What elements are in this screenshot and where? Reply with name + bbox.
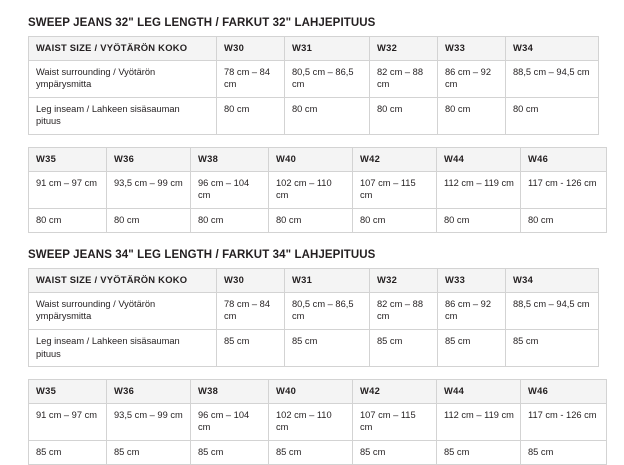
cell-value: 85 cm (28, 439, 107, 465)
column-header-w32: W32 (369, 36, 438, 61)
cell-value: 82 cm – 88 cm (369, 291, 438, 330)
cell-value: 93,5 cm – 99 cm (106, 170, 191, 209)
table-row: Leg inseam / Lahkeen sisäsauman pituus 8… (28, 328, 599, 368)
column-header-w36: W36 (106, 146, 191, 172)
cell-value: 96 cm – 104 cm (190, 402, 269, 441)
cell-value: 85 cm (436, 439, 521, 465)
cell-value: 80 cm (190, 207, 269, 234)
size-table-34-extended: W35 W36 W38 W40 W42 W44 W46 91 cm – 97 c… (28, 379, 607, 465)
column-header-w36: W36 (106, 379, 191, 404)
cell-value: 80 cm (268, 207, 353, 234)
column-header-w42: W42 (352, 379, 437, 404)
column-header-w35: W35 (28, 146, 107, 172)
cell-value: 80 cm (352, 207, 437, 234)
cell-value: 80 cm (106, 207, 191, 234)
cell-value: 96 cm – 104 cm (190, 170, 269, 209)
cell-value: 80,5 cm – 86,5 cm (284, 59, 370, 98)
cell-value: 117 cm - 126 cm (520, 402, 607, 441)
table-header-row: WAIST SIZE / VYÖTÄRÖN KOKO W30 W31 W32 W… (28, 268, 599, 293)
cell-value: 80 cm (216, 96, 285, 135)
table-row: 80 cm 80 cm 80 cm 80 cm 80 cm 80 cm 80 c… (28, 207, 607, 234)
column-header-w33: W33 (437, 36, 506, 61)
cell-value: 80 cm (284, 96, 370, 135)
row-label-leg-inseam: Leg inseam / Lahkeen sisäsauman pituus (28, 328, 217, 368)
table-header-row: WAIST SIZE / VYÖTÄRÖN KOKO W30 W31 W32 W… (28, 36, 599, 61)
cell-value: 85 cm (505, 328, 599, 368)
cell-value: 85 cm (520, 439, 607, 465)
cell-value: 107 cm – 115 cm (352, 170, 437, 209)
column-header-w34: W34 (505, 36, 599, 61)
cell-value: 85 cm (190, 439, 269, 465)
table-header-row: W35 W36 W38 W40 W42 W44 W46 (28, 379, 607, 404)
column-header-w32: W32 (369, 268, 438, 293)
cell-value: 85 cm (216, 328, 285, 368)
cell-value: 80 cm (505, 96, 599, 135)
size-table-32-main: WAIST SIZE / VYÖTÄRÖN KOKO W30 W31 W32 W… (28, 36, 599, 135)
cell-value: 107 cm – 115 cm (352, 402, 437, 441)
cell-value: 80 cm (369, 96, 438, 135)
cell-value: 117 cm - 126 cm (520, 170, 607, 209)
cell-value: 85 cm (106, 439, 191, 465)
cell-value: 86 cm – 92 cm (437, 291, 506, 330)
table-header-row: W35 W36 W38 W40 W42 W44 W46 (28, 146, 607, 172)
spacer (0, 367, 624, 379)
row-label-waist-surrounding: Waist surrounding / Vyötärön ympärysmitt… (28, 59, 217, 98)
cell-value: 112 cm – 119 cm (436, 170, 521, 209)
cell-value: 85 cm (369, 328, 438, 368)
column-header-w40: W40 (268, 146, 353, 172)
column-header-w30: W30 (216, 36, 285, 61)
cell-value: 91 cm – 97 cm (28, 402, 107, 441)
cell-value: 82 cm – 88 cm (369, 59, 438, 98)
row-label-waist-surrounding: Waist surrounding / Vyötärön ympärysmitt… (28, 291, 217, 330)
column-header-w34: W34 (505, 268, 599, 293)
column-header-w46: W46 (520, 379, 607, 404)
cell-value: 80 cm (437, 96, 506, 135)
table-row: Waist surrounding / Vyötärön ympärysmitt… (28, 59, 599, 98)
column-header-waist-size: WAIST SIZE / VYÖTÄRÖN KOKO (28, 36, 217, 61)
column-header-w46: W46 (520, 146, 607, 172)
cell-value: 80 cm (520, 207, 607, 234)
size-table-32-extended: W35 W36 W38 W40 W42 W44 W46 91 cm – 97 c… (28, 146, 607, 234)
cell-value: 78 cm – 84 cm (216, 291, 285, 330)
table-row: 85 cm 85 cm 85 cm 85 cm 85 cm 85 cm 85 c… (28, 439, 607, 465)
row-label-leg-inseam: Leg inseam / Lahkeen sisäsauman pituus (28, 96, 217, 135)
cell-value: 112 cm – 119 cm (436, 402, 521, 441)
column-header-w35: W35 (28, 379, 107, 404)
column-header-waist-size: WAIST SIZE / VYÖTÄRÖN KOKO (28, 268, 217, 293)
cell-value: 80 cm (28, 207, 107, 234)
cell-value: 88,5 cm – 94,5 cm (505, 291, 599, 330)
column-header-w40: W40 (268, 379, 353, 404)
size-table-34-main: WAIST SIZE / VYÖTÄRÖN KOKO W30 W31 W32 W… (28, 268, 599, 368)
cell-value: 86 cm – 92 cm (437, 59, 506, 98)
table-row: Leg inseam / Lahkeen sisäsauman pituus 8… (28, 96, 599, 135)
cell-value: 85 cm (268, 439, 353, 465)
cell-value: 88,5 cm – 94,5 cm (505, 59, 599, 98)
column-header-w31: W31 (284, 268, 370, 293)
cell-value: 102 cm – 110 cm (268, 402, 353, 441)
cell-value: 80,5 cm – 86,5 cm (284, 291, 370, 330)
cell-value: 85 cm (437, 328, 506, 368)
table-row: 91 cm – 97 cm 93,5 cm – 99 cm 96 cm – 10… (28, 402, 607, 441)
column-header-w33: W33 (437, 268, 506, 293)
cell-value: 80 cm (436, 207, 521, 234)
cell-value: 91 cm – 97 cm (28, 170, 107, 209)
column-header-w42: W42 (352, 146, 437, 172)
column-header-w30: W30 (216, 268, 285, 293)
spacer (0, 135, 624, 147)
section-title-32-inch: SWEEP JEANS 32" LEG LENGTH / FARKUT 32" … (28, 17, 376, 29)
table-row: 91 cm – 97 cm 93,5 cm – 99 cm 96 cm – 10… (28, 170, 607, 209)
cell-value: 78 cm – 84 cm (216, 59, 285, 98)
cell-value: 102 cm – 110 cm (268, 170, 353, 209)
table-row: Waist surrounding / Vyötärön ympärysmitt… (28, 291, 599, 330)
column-header-w31: W31 (284, 36, 370, 61)
column-header-w38: W38 (190, 379, 269, 404)
section-title-34-inch: SWEEP JEANS 34" LEG LENGTH / FARKUT 34" … (28, 249, 376, 262)
cell-value: 85 cm (284, 328, 370, 368)
cell-value: 85 cm (352, 439, 437, 465)
cell-value: 93,5 cm – 99 cm (106, 402, 191, 441)
column-header-w44: W44 (436, 146, 521, 172)
column-header-w44: W44 (436, 379, 521, 404)
column-header-w38: W38 (190, 146, 269, 172)
